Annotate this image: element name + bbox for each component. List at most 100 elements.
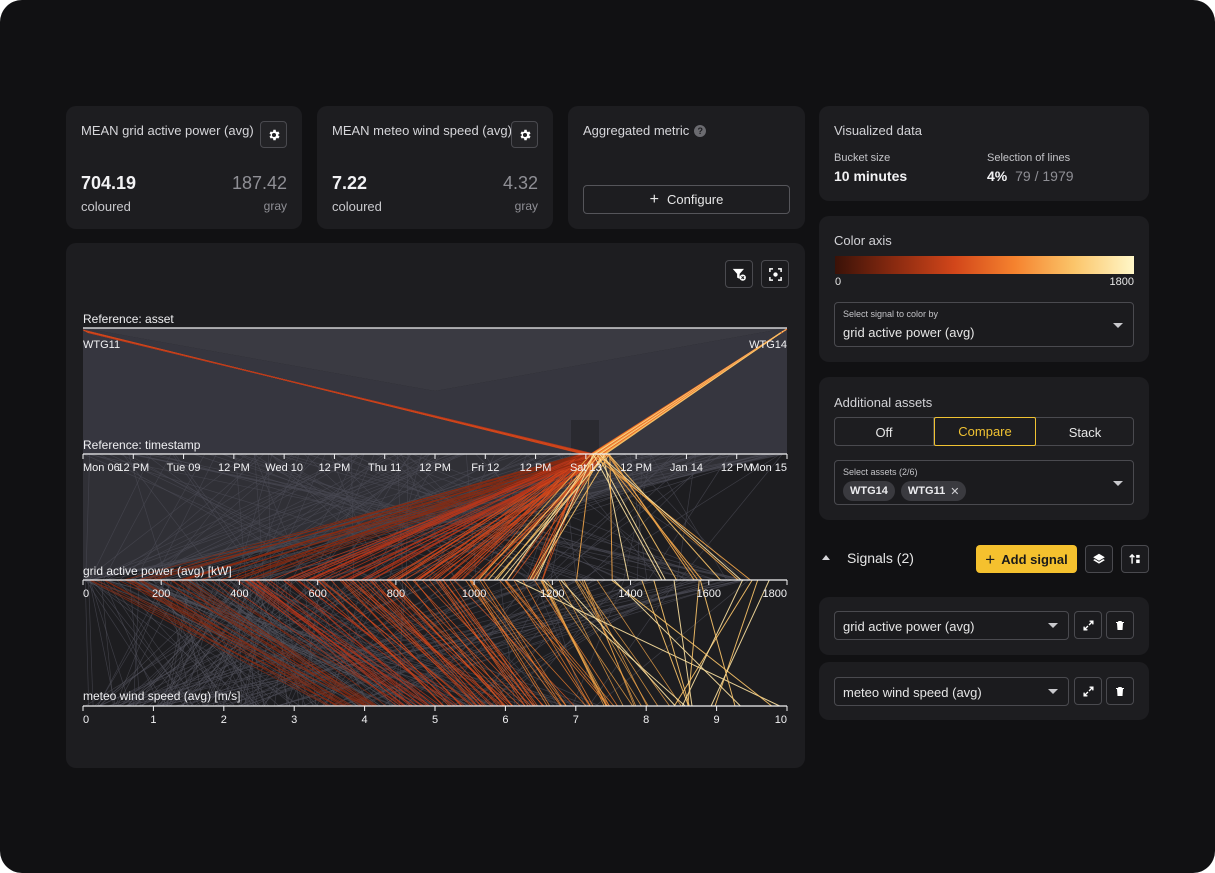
select-value: grid active power (avg) [843, 619, 975, 634]
colored-line [265, 579, 422, 707]
color-axis-panel: Color axis 0 1800 Select signal to color… [819, 216, 1149, 362]
colored-line [364, 453, 605, 581]
colored-line [613, 579, 741, 707]
colored-line [673, 579, 753, 707]
timestamp-axis-tick-label: 12 PM [721, 462, 753, 474]
gray-line [99, 579, 253, 707]
signal-select[interactable]: meteo wind speed (avg) [834, 677, 1069, 706]
delete-button[interactable] [1106, 677, 1134, 705]
gray-line [100, 579, 114, 707]
timestamp-axis-tick-label: Mon 15 [750, 462, 787, 474]
screenshot-icon [768, 267, 782, 281]
timestamp-axis-tick-label: 12 PM [520, 462, 552, 474]
selection-brush [571, 420, 599, 454]
colored-line [595, 453, 739, 581]
screenshot-button[interactable] [761, 260, 789, 288]
gray-line [235, 579, 411, 707]
colored-line [428, 579, 535, 707]
colored-line [471, 579, 551, 707]
colored-line [596, 579, 682, 707]
colored-line [454, 453, 594, 581]
colored-line [129, 579, 343, 707]
signal-row: meteo wind speed (avg) [819, 662, 1149, 720]
asset-chip[interactable]: WTG14 [843, 481, 895, 501]
add-signal-button[interactable]: + Add signal [976, 545, 1077, 573]
signal-select[interactable]: grid active power (avg) [834, 611, 1069, 640]
colored-line [290, 453, 596, 581]
gray-line [141, 579, 252, 707]
sort-button[interactable] [1121, 545, 1149, 573]
colored-line [104, 579, 346, 707]
selection-value-row: 4% 79 / 1979 [987, 168, 1074, 184]
assets-multiselect[interactable]: Select assets (2/6) WTG14 WTG11 ✕ [834, 460, 1134, 505]
sort-icon [1129, 553, 1140, 564]
gray-line [273, 579, 469, 707]
colored-line [405, 579, 505, 707]
power-axis-tick-label: 1400 [618, 588, 642, 600]
gray-band [83, 328, 787, 454]
colored-line [237, 579, 414, 707]
wind-axis-tick-label: 1 [150, 714, 156, 726]
panel-title: Additional assets [834, 395, 933, 410]
colored-line [268, 579, 442, 707]
gray-line [217, 579, 396, 707]
filter-clear-icon [732, 268, 746, 281]
colored-line [249, 579, 431, 707]
colored-line [499, 579, 609, 707]
gray-line [301, 579, 429, 707]
mode-segmented-control: Off Compare Stack [834, 417, 1134, 446]
wind-axis-tick-label: 4 [362, 714, 368, 726]
delete-button[interactable] [1106, 611, 1134, 639]
gray-line [129, 579, 259, 707]
parallel-plot-card: Mon 06 12 PM Tue 09 12 PM Wed 10 12 PM Thu 11 1… [66, 243, 805, 768]
mode-off-button[interactable]: Off [835, 418, 934, 446]
colored-line [370, 453, 596, 581]
colored-line [140, 579, 371, 707]
asset-chip[interactable]: WTG11 ✕ [900, 481, 967, 501]
power-axis-tick-label: 1000 [462, 588, 486, 600]
wind-axis-tick-label: 9 [714, 714, 720, 726]
collapse-toggle[interactable] [822, 555, 830, 560]
help-icon[interactable]: ? [694, 124, 707, 137]
color-signal-select[interactable]: Select signal to color by grid active po… [834, 302, 1134, 347]
colored-line [609, 453, 613, 581]
colored-line [504, 579, 591, 707]
colored-line [373, 579, 485, 707]
expand-button[interactable] [1074, 611, 1102, 639]
power-axis-tick-label: 800 [387, 588, 405, 600]
expand-icon [1082, 619, 1094, 631]
wind-axis-tick-label: 8 [643, 714, 649, 726]
selection-count: 79 / 1979 [1015, 168, 1074, 184]
chip-label: WTG11 [907, 485, 946, 497]
kpi-settings-button[interactable] [260, 121, 287, 148]
colored-line [453, 579, 575, 707]
mode-stack-button[interactable]: Stack [1068, 424, 1102, 440]
layers-button[interactable] [1085, 545, 1113, 573]
gear-icon [269, 129, 280, 140]
kpi-title: MEAN grid active power (avg) [81, 123, 254, 138]
colored-line [131, 579, 348, 707]
configure-button[interactable]: + Configure [583, 185, 790, 214]
colored-line [178, 453, 601, 581]
filter-clear-button[interactable] [725, 260, 753, 288]
colored-line [88, 332, 594, 455]
colored-line [282, 579, 435, 707]
kpi-value-label: coloured [81, 199, 131, 214]
kpi-card-wind-speed: MEAN meteo wind speed (avg) 7.22 4.32 co… [317, 106, 553, 229]
colored-line [89, 579, 329, 707]
colored-line [359, 579, 494, 707]
kpi-compare-value: 187.42 [231, 173, 287, 193]
kpi-settings-button[interactable] [511, 121, 538, 148]
asset-chips: WTG14 WTG11 ✕ [843, 481, 967, 501]
colored-line [602, 453, 630, 581]
close-icon[interactable]: ✕ [950, 485, 960, 498]
timestamp-axis-tick-label: Tue 09 [167, 462, 201, 474]
colored-line [608, 453, 721, 581]
colored-line [514, 579, 780, 707]
colored-line [673, 579, 693, 707]
expand-button[interactable] [1074, 677, 1102, 705]
colored-line [283, 579, 455, 707]
mode-compare-button[interactable]: Compare [934, 417, 1036, 446]
